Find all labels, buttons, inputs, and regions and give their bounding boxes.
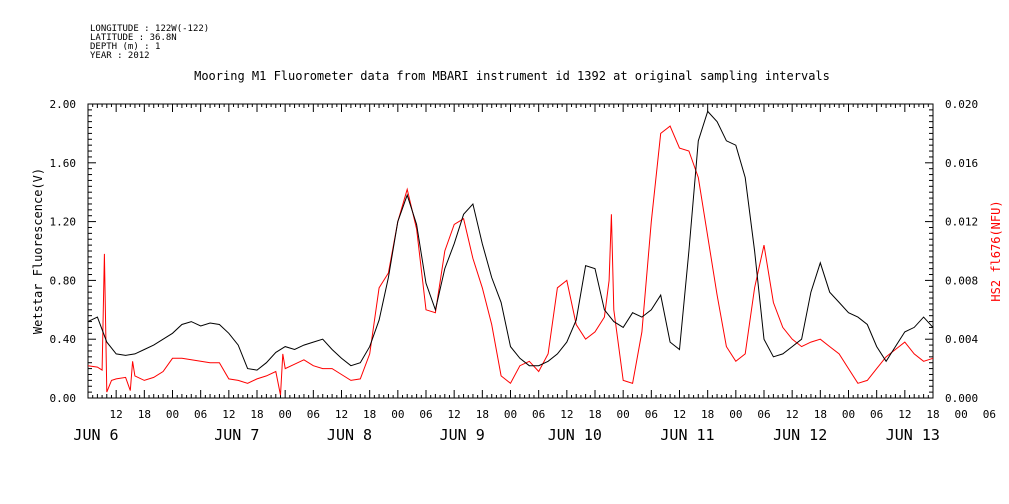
- x-tick-label: 18: [363, 408, 376, 421]
- x-tick-label: 00: [842, 408, 855, 421]
- x-tick-label: 18: [926, 408, 939, 421]
- x-axis-day-labels: JUN 6 JUN 7 JUN 8 JUN 9 JUN 10 JUN 11 JUN 12 JU…: [73, 426, 940, 444]
- x-tick-label: 18: [138, 408, 151, 421]
- x-axis-tick-labels: 12 18 00 06 12 18 00 06 12 18 00 06 12 18 00 06 12 18 00 06…: [110, 408, 996, 421]
- x-tick-label: 18: [588, 408, 601, 421]
- x-day-label: JUN 13: [886, 426, 940, 444]
- x-tick-label: 18: [701, 408, 714, 421]
- series-line-wetstar: [87, 110, 934, 371]
- left-axis-title: Wetstar Fluorescence(V): [31, 168, 45, 334]
- x-tick-label: 12: [560, 408, 573, 421]
- x-tick-label: 00: [279, 408, 292, 421]
- depth-label: DEPTH (m) : 1: [90, 42, 160, 52]
- x-tick-label: 06: [983, 408, 996, 421]
- x-tick-label: 12: [222, 408, 235, 421]
- axis-ticks: [87, 103, 934, 399]
- left-axis-tick-labels: 0.00 0.40 0.80 1.20 1.60 2.00: [50, 98, 77, 405]
- x-tick-label: 06: [307, 408, 320, 421]
- chart-title: Mooring M1 Fluorometer data from MBARI i…: [194, 69, 830, 83]
- x-tick-label: 06: [870, 408, 883, 421]
- x-tick-label: 00: [504, 408, 517, 421]
- x-day-label: JUN 11: [660, 426, 714, 444]
- right-axis-title: HS2 fl676(NFU): [989, 200, 1003, 301]
- year-label: YEAR : 2012: [90, 51, 150, 61]
- y-right-tick-label: 0.000: [945, 392, 978, 405]
- x-tick-label: 00: [166, 408, 179, 421]
- x-tick-label: 00: [391, 408, 404, 421]
- plot-frame: [87, 103, 934, 399]
- x-tick-label: 12: [448, 408, 461, 421]
- x-day-label: JUN 6: [73, 426, 118, 444]
- y-left-tick-label: 0.80: [50, 274, 77, 287]
- x-tick-label: 18: [814, 408, 827, 421]
- x-tick-label: 06: [645, 408, 658, 421]
- x-day-label: JUN 8: [327, 426, 372, 444]
- y-right-tick-label: 0.012: [945, 216, 978, 229]
- y-left-tick-label: 1.60: [50, 157, 77, 170]
- y-left-tick-label: 1.20: [50, 216, 77, 229]
- x-day-label: JUN 10: [548, 426, 602, 444]
- latitude-label: LATITUDE : 36.8N: [90, 33, 177, 43]
- x-tick-label: 18: [476, 408, 489, 421]
- y-left-tick-label: 0.00: [50, 392, 77, 405]
- x-tick-label: 06: [194, 408, 207, 421]
- right-axis-tick-labels: 0.000 0.004 0.008 0.012 0.016 0.020: [945, 98, 978, 405]
- x-tick-label: 12: [786, 408, 799, 421]
- x-tick-label: 00: [729, 408, 742, 421]
- x-tick-label: 06: [532, 408, 545, 421]
- y-right-tick-label: 0.004: [945, 333, 978, 346]
- y-right-tick-label: 0.008: [945, 274, 978, 287]
- series-line-hs2-fl676: [87, 125, 934, 396]
- x-tick-label: 06: [757, 408, 770, 421]
- x-tick-label: 12: [110, 408, 123, 421]
- y-right-tick-label: 0.016: [945, 157, 978, 170]
- x-day-label: JUN 9: [440, 426, 485, 444]
- longitude-label: LONGITUDE : 122W(-122): [90, 24, 209, 34]
- y-left-tick-label: 2.00: [50, 98, 77, 111]
- x-tick-label: 12: [673, 408, 686, 421]
- y-right-tick-label: 0.020: [945, 98, 978, 111]
- x-day-label: JUN 7: [214, 426, 259, 444]
- x-day-label: JUN 12: [773, 426, 827, 444]
- x-tick-label: 00: [955, 408, 968, 421]
- x-tick-label: 06: [419, 408, 432, 421]
- x-tick-label: 12: [335, 408, 348, 421]
- x-tick-label: 00: [617, 408, 630, 421]
- y-left-tick-label: 0.40: [50, 333, 77, 346]
- x-tick-label: 12: [898, 408, 911, 421]
- x-tick-label: 18: [250, 408, 263, 421]
